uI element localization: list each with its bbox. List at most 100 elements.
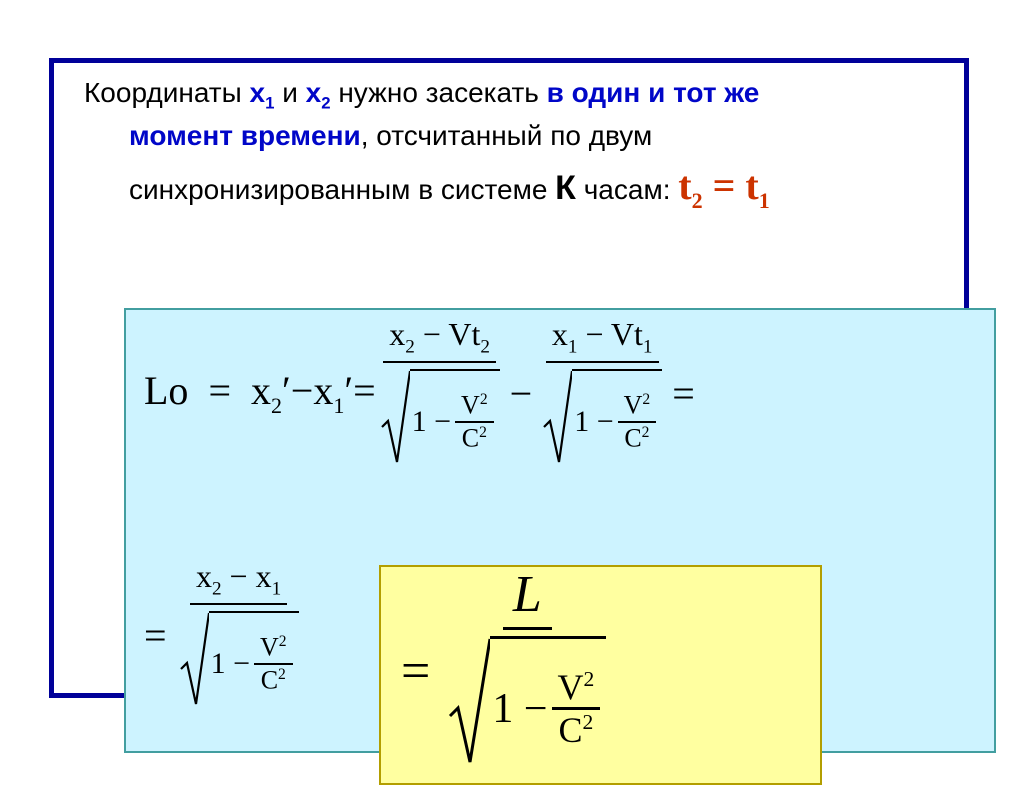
prime: ʹ — [344, 368, 353, 413]
slide-root: Координаты x1 и x2 нужно засекать в один… — [0, 0, 1024, 767]
one: 1 — [211, 649, 226, 679]
one: 1 — [492, 688, 513, 730]
power-2: 2 — [479, 424, 487, 441]
v-symbol: V — [260, 633, 279, 662]
minus: − — [233, 649, 250, 679]
minus: − — [291, 368, 314, 413]
sub-2: 2 — [271, 393, 282, 418]
text-fragment: Координаты — [84, 77, 250, 108]
equals-sign: = — [666, 370, 695, 417]
power-2: 2 — [583, 710, 594, 734]
num: V2 — [618, 392, 657, 423]
radical-sign-icon — [380, 369, 410, 469]
result-denominator: 1 − V2 C2 — [444, 630, 610, 774]
power-2: 2 — [278, 666, 286, 683]
minus: − — [597, 407, 614, 437]
sub-2: 2 — [405, 336, 415, 357]
formula-container: Lo = x2ʹ−x1ʹ= x2 − Vt2 — [124, 308, 996, 753]
radical-content: 1 − V 2 C2 — [211, 634, 293, 693]
equals-sign: = — [144, 612, 175, 659]
radical-body: 1 − V2 C2 — [410, 369, 500, 469]
t-symbol: t — [678, 163, 691, 208]
equals-sign: = — [703, 163, 746, 208]
fraction-1: x2 − Vt2 1 − V2 — [376, 318, 504, 469]
radical: 1 − V2 C2 — [542, 369, 662, 469]
equation-row-2: = x2 − x1 1 − — [144, 560, 303, 711]
result-numerator: L — [503, 569, 552, 630]
v2-over-c2: V2 C2 — [552, 669, 601, 748]
fraction-1-num: x2 − Vt2 — [383, 318, 496, 363]
radical: 1 − V2 C2 — [448, 636, 606, 774]
var-x2-sub: 2 — [321, 94, 330, 113]
radical-sign-icon — [448, 636, 490, 774]
minus-vt: − Vt — [577, 316, 642, 352]
c-symbol: C — [624, 423, 641, 452]
equals-sign: = — [353, 368, 376, 413]
c-symbol: C — [462, 423, 479, 452]
t-symbol: t — [745, 163, 758, 208]
text-emphasis: в один и тот же — [547, 77, 760, 108]
equation-t2-eq-t1: t2 = t1 — [678, 163, 769, 208]
t-sub-2: 2 — [692, 188, 703, 213]
t-sub-1: 1 — [759, 188, 770, 213]
radical-body: 1 − V2 C2 — [490, 636, 606, 774]
x-symbol: x — [552, 316, 568, 352]
result-fraction: L 1 − V2 — [444, 569, 610, 774]
fraction-3: x2 − x1 1 − V2 — [175, 560, 303, 711]
den: C2 — [618, 423, 655, 452]
one: 1 — [412, 407, 427, 437]
prime: ʹ — [282, 368, 291, 413]
fraction-2: x1 − Vt1 1 − V2 — [538, 318, 666, 469]
text-fragment: часам: — [576, 174, 678, 205]
one: 1 — [574, 407, 589, 437]
text-fragment: и — [274, 77, 305, 108]
radical: 1 − V 2 C2 — [179, 611, 299, 711]
line2: момент времени, отсчитанный по двум — [84, 116, 934, 157]
radical-content: 1 − V2 C2 — [412, 392, 494, 451]
radical-sign-icon — [542, 369, 572, 469]
text-fragment: синхронизированным в системе — [129, 174, 555, 205]
equals-sign: = — [208, 368, 231, 413]
description-paragraph: Координаты x1 и x2 нужно засекать в один… — [54, 63, 964, 216]
symbol-lo: Lo — [144, 368, 188, 413]
minus: − — [524, 688, 548, 730]
num: V2 — [552, 669, 601, 710]
fraction-1-den: 1 − V2 C2 — [376, 363, 504, 469]
v2-over-c2: V 2 C2 — [254, 634, 293, 693]
outer-bordered-box: Координаты x1 и x2 нужно засекать в один… — [49, 58, 969, 698]
den: C2 — [456, 423, 493, 452]
sub-1: 1 — [333, 393, 344, 418]
power-2: 2 — [584, 667, 595, 691]
power-2: 2 — [642, 424, 650, 441]
radical-body: 1 − V 2 C2 — [209, 611, 299, 711]
radical: 1 − V2 C2 — [380, 369, 500, 469]
text-emphasis: момент времени — [129, 120, 361, 151]
var-x2: x2 — [306, 77, 331, 108]
text-fragment: , отсчитанный по двум — [361, 120, 653, 151]
radical-sign-icon — [179, 611, 209, 711]
var-x2-base: x — [306, 77, 322, 108]
minus-vt: − Vt — [415, 316, 480, 352]
var-x1: x1 — [250, 77, 275, 108]
x-symbol: x — [313, 368, 333, 413]
equals-sign: = — [401, 642, 444, 701]
v-symbol: V — [624, 391, 643, 420]
fraction-2-den: 1 − V2 C2 — [538, 363, 666, 469]
den: C2 — [553, 710, 600, 748]
fraction-3-den: 1 − V 2 C2 — [175, 605, 303, 711]
sub-1: 1 — [643, 336, 653, 357]
minus: − — [434, 407, 451, 437]
den: C2 — [255, 665, 292, 694]
v-symbol: V — [461, 391, 480, 420]
fraction-2-num: x1 − Vt1 — [546, 318, 659, 363]
x-symbol: x — [256, 558, 272, 594]
minus: − — [230, 558, 248, 594]
sub-2: 2 — [212, 578, 222, 599]
radical-body: 1 − V2 C2 — [572, 369, 662, 469]
v2-over-c2: V2 C2 — [455, 392, 494, 451]
sub-1: 1 — [272, 578, 282, 599]
equation-row-1: Lo = x2ʹ−x1ʹ= x2 − Vt2 — [144, 318, 695, 469]
power-2: 2 — [480, 391, 488, 408]
sub-1: 1 — [568, 336, 578, 357]
v2-over-c2: V2 C2 — [618, 392, 657, 451]
